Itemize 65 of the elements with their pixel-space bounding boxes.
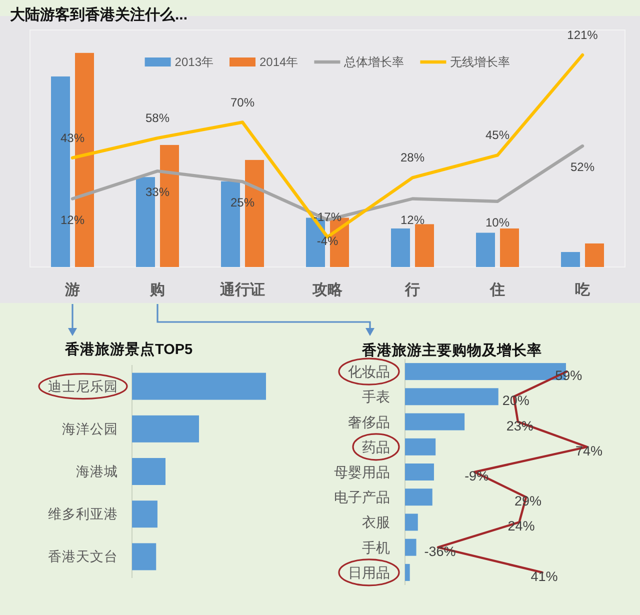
bar — [405, 388, 498, 406]
bar — [405, 538, 416, 556]
bar — [391, 228, 410, 267]
bar — [476, 232, 495, 267]
y-tick-label: 药品 — [362, 438, 390, 455]
bar — [405, 464, 434, 480]
y-tick-label: 迪士尼乐园 — [48, 378, 118, 394]
bar — [405, 413, 465, 430]
y-tick-label: 化妆品 — [348, 364, 390, 380]
data-label: 45% — [485, 128, 510, 142]
x-tick-label: 购 — [149, 282, 165, 298]
data-label: 41% — [530, 568, 558, 584]
data-label: 70% — [230, 95, 255, 110]
chart-title: 大陆游客到香港关注什么... — [10, 6, 188, 24]
data-label: -4% — [316, 234, 338, 248]
bar — [405, 564, 410, 581]
data-label: 23% — [506, 418, 534, 434]
bar — [500, 228, 519, 267]
y-tick-label: 香港天文台 — [48, 549, 118, 564]
data-label: 25% — [230, 196, 255, 210]
data-label: 10% — [485, 215, 510, 230]
y-tick-label: 手表 — [362, 388, 390, 405]
data-label: 12% — [400, 212, 425, 227]
bar — [405, 488, 432, 506]
bar — [132, 543, 156, 570]
bar — [585, 243, 604, 267]
y-tick-label: 日用品 — [348, 564, 390, 580]
bar — [132, 415, 199, 442]
data-label: 52% — [570, 160, 595, 174]
y-tick-label: 海洋公园 — [62, 421, 118, 436]
bar — [132, 500, 158, 528]
data-label: 74% — [575, 443, 603, 458]
x-tick-label: 吃 — [575, 282, 590, 298]
chart-title: 香港旅游主要购物及增长率 — [361, 341, 542, 359]
data-label: 24% — [508, 518, 535, 534]
x-tick-label: 行 — [404, 282, 420, 298]
y-tick-label: 电子产品 — [334, 489, 390, 506]
y-tick-label: 维多利亚港 — [48, 506, 118, 522]
data-label: -36% — [424, 544, 456, 559]
y-tick-label: 衣服 — [362, 514, 390, 530]
legend-label: 2013年 — [174, 55, 214, 69]
bar — [405, 438, 436, 456]
bar — [132, 458, 166, 485]
bar — [405, 514, 418, 531]
bar — [132, 372, 266, 400]
data-label: 43% — [60, 130, 85, 145]
data-label: 12% — [60, 212, 85, 227]
x-tick-label: 攻略 — [312, 282, 344, 298]
legend-label: 无线增长率 — [450, 55, 510, 69]
bar — [415, 224, 434, 267]
x-tick-label: 住 — [489, 282, 505, 298]
data-label: 33% — [145, 185, 170, 200]
y-tick-label: 手机 — [362, 539, 390, 556]
data-label: 121% — [567, 28, 598, 42]
chart-title: 香港旅游景点TOP5 — [64, 341, 193, 358]
x-tick-label: 通行证 — [219, 282, 265, 298]
data-label: 28% — [400, 150, 425, 165]
y-tick-label: 奢侈品 — [348, 414, 390, 430]
legend-label: 总体增长率 — [343, 55, 404, 69]
legend-label: 2014年 — [260, 55, 298, 69]
data-label: 58% — [145, 111, 170, 126]
x-tick-label: 游 — [64, 282, 80, 298]
y-tick-label: 海港城 — [76, 464, 118, 479]
y-tick-label: 母婴用品 — [334, 464, 390, 480]
bar — [561, 252, 580, 267]
